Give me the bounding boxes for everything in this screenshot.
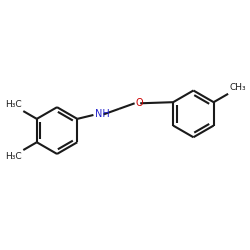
Text: H₃C: H₃C [5,152,21,161]
Text: H₃C: H₃C [5,100,21,110]
Text: NH: NH [94,109,109,119]
Text: CH₃: CH₃ [230,83,246,92]
Text: O: O [135,98,143,108]
